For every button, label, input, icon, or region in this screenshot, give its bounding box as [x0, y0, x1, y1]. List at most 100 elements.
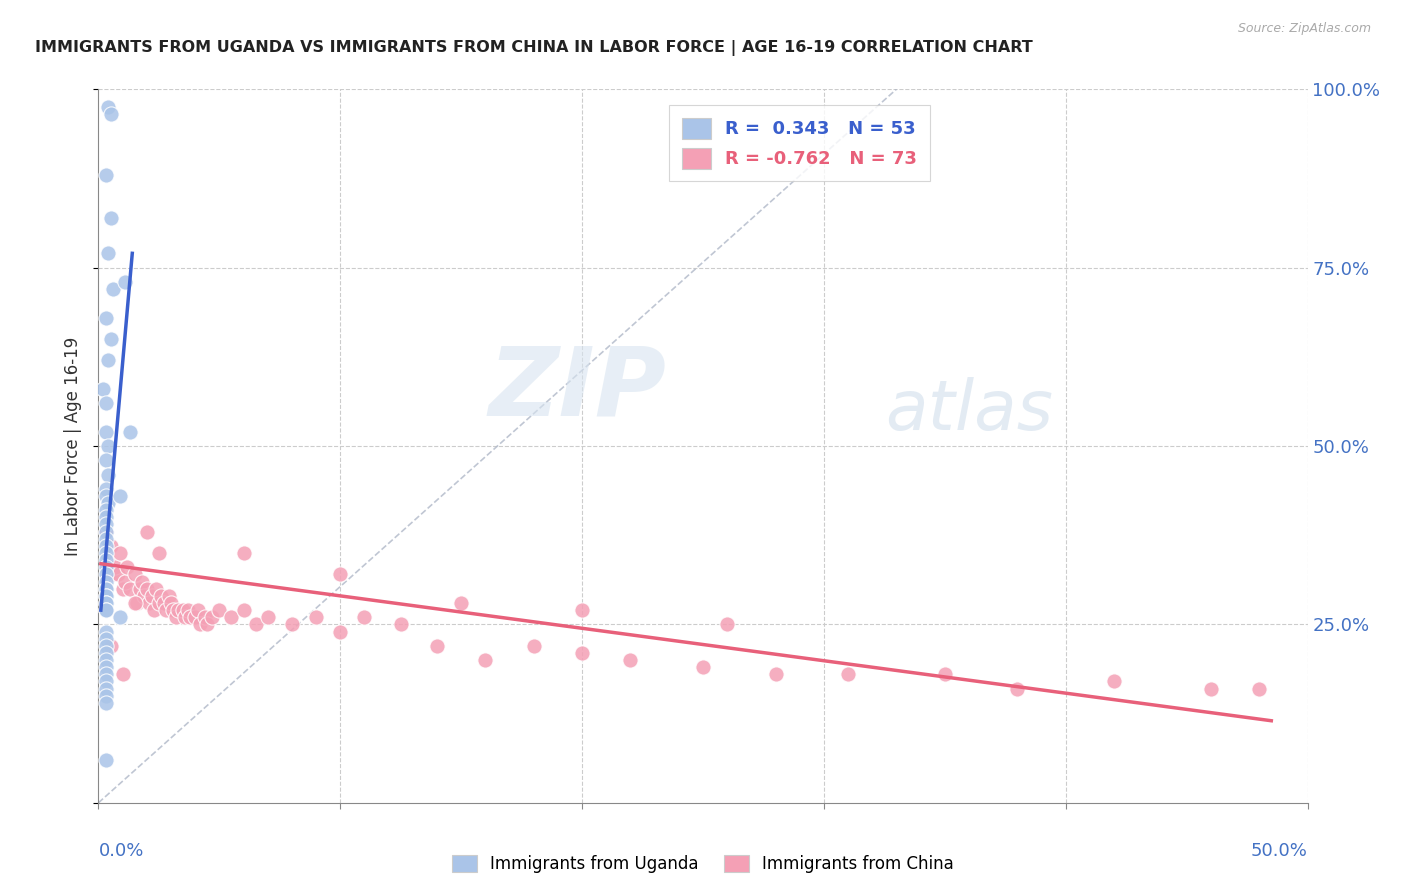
Point — [94, 596, 117, 610]
Point — [135, 524, 157, 539]
Point — [94, 503, 117, 517]
Point — [94, 632, 117, 646]
Point — [100, 639, 122, 653]
Point — [138, 596, 160, 610]
Point — [94, 639, 117, 653]
Text: ZIP: ZIP — [489, 343, 666, 435]
Text: IMMIGRANTS FROM UGANDA VS IMMIGRANTS FROM CHINA IN LABOR FORCE | AGE 16-19 CORRE: IMMIGRANTS FROM UGANDA VS IMMIGRANTS FRO… — [35, 40, 1033, 56]
Point — [101, 282, 124, 296]
Point — [101, 567, 124, 582]
Point — [165, 610, 187, 624]
Point — [837, 667, 859, 681]
Point — [94, 168, 117, 182]
Point — [94, 396, 117, 410]
Point — [232, 546, 254, 560]
Point — [167, 603, 190, 617]
Point — [201, 610, 224, 624]
Point — [97, 246, 120, 260]
Point — [97, 439, 120, 453]
Point — [221, 610, 243, 624]
Point — [1199, 681, 1222, 696]
Point — [194, 610, 217, 624]
Text: 50.0%: 50.0% — [1251, 842, 1308, 860]
Point — [245, 617, 267, 632]
Point — [111, 667, 134, 681]
Point — [188, 617, 211, 632]
Point — [94, 510, 117, 524]
Point — [1102, 674, 1125, 689]
Point — [692, 660, 714, 674]
Point — [104, 560, 127, 574]
Point — [329, 567, 352, 582]
Point — [208, 603, 231, 617]
Point — [716, 617, 738, 632]
Point — [94, 689, 117, 703]
Point — [94, 681, 117, 696]
Point — [145, 582, 167, 596]
Point — [160, 596, 183, 610]
Point — [256, 610, 278, 624]
Text: 0.0%: 0.0% — [98, 842, 143, 860]
Point — [97, 496, 120, 510]
Point — [155, 603, 177, 617]
Point — [94, 660, 117, 674]
Point — [94, 574, 117, 589]
Point — [108, 610, 131, 624]
Point — [765, 667, 787, 681]
Point — [94, 589, 117, 603]
Point — [152, 596, 174, 610]
Point — [94, 524, 117, 539]
Point — [124, 567, 146, 582]
Point — [97, 100, 120, 114]
Point — [1249, 681, 1271, 696]
Text: Source: ZipAtlas.com: Source: ZipAtlas.com — [1237, 22, 1371, 36]
Point — [100, 211, 122, 225]
Point — [94, 674, 117, 689]
Point — [131, 574, 153, 589]
Point — [94, 667, 117, 681]
Point — [619, 653, 641, 667]
Point — [172, 603, 194, 617]
Point — [426, 639, 449, 653]
Point — [94, 582, 117, 596]
Point — [94, 546, 117, 560]
Point — [177, 603, 200, 617]
Point — [162, 603, 184, 617]
Point — [100, 539, 122, 553]
Point — [94, 567, 117, 582]
Point — [571, 646, 593, 660]
Point — [94, 753, 117, 767]
Point — [94, 653, 117, 667]
Point — [94, 310, 117, 325]
Point — [184, 610, 207, 624]
Point — [94, 624, 117, 639]
Point — [94, 553, 117, 567]
Point — [118, 582, 141, 596]
Point — [94, 560, 117, 574]
Point — [118, 425, 141, 439]
Point — [94, 603, 117, 617]
Point — [934, 667, 956, 681]
Point — [114, 275, 136, 289]
Point — [94, 596, 117, 610]
Point — [1007, 681, 1029, 696]
Text: atlas: atlas — [884, 376, 1053, 444]
Point — [150, 589, 173, 603]
Point — [94, 603, 117, 617]
Point — [127, 596, 149, 610]
Point — [108, 546, 131, 560]
Point — [108, 489, 131, 503]
Point — [135, 582, 157, 596]
Legend: Immigrants from Uganda, Immigrants from China: Immigrants from Uganda, Immigrants from … — [446, 848, 960, 880]
Point — [148, 596, 170, 610]
Point — [195, 617, 218, 632]
Point — [353, 610, 375, 624]
Point — [94, 425, 117, 439]
Point — [174, 610, 197, 624]
Point — [389, 617, 412, 632]
Point — [124, 596, 146, 610]
Point — [94, 517, 117, 532]
Point — [134, 589, 156, 603]
Point — [94, 524, 117, 539]
Point — [128, 582, 150, 596]
